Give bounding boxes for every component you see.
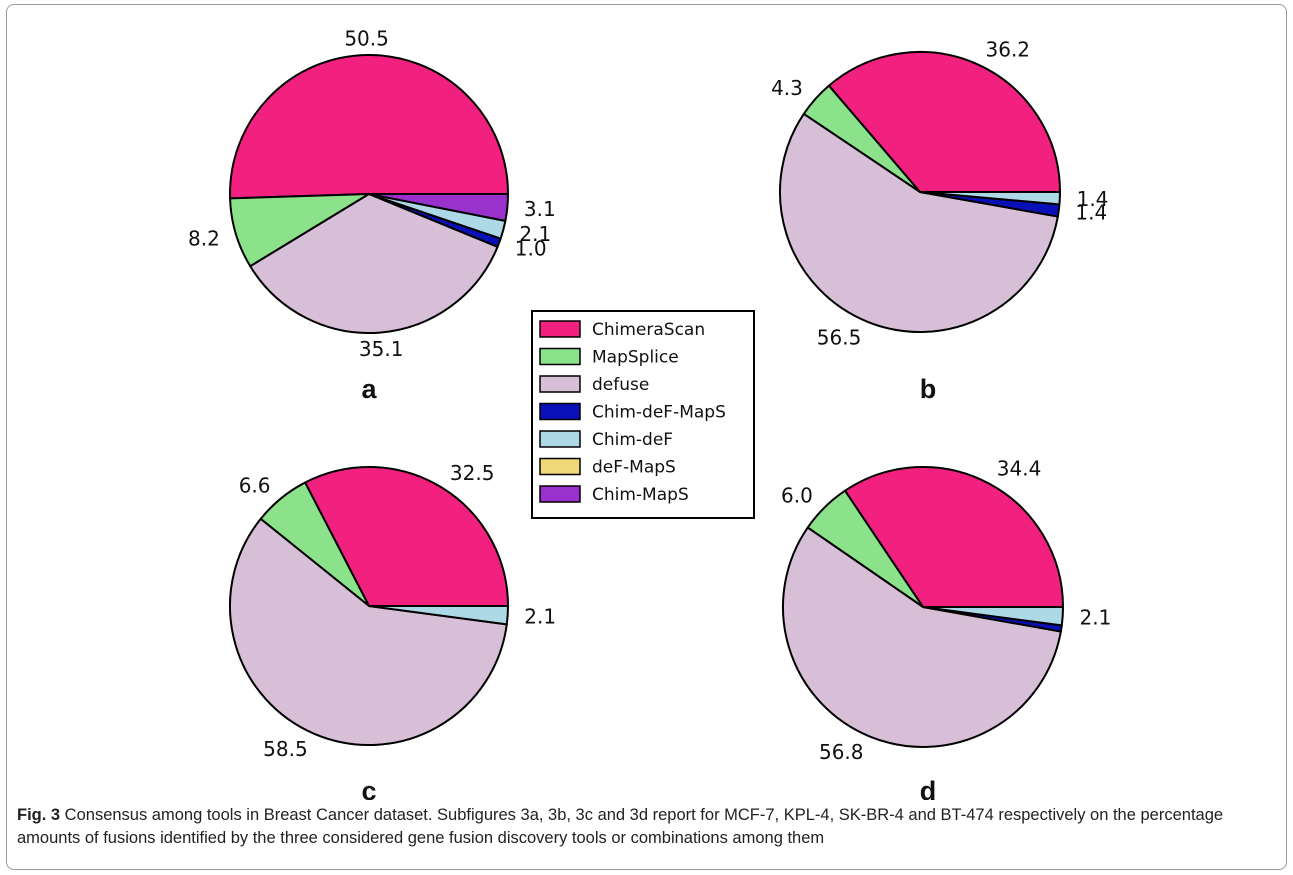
legend: ChimeraScan MapSplice defuse Chim-deF-MapS C…: [531, 310, 755, 519]
legend-swatch: [539, 347, 581, 366]
pie-chart-d: 34.4 6.0 56.8 2.1 d: [781, 457, 1111, 800]
legend-swatch: [539, 375, 581, 393]
pie-slice-chim-def: [922, 606, 1064, 627]
legend-label: Chim-MapS: [592, 485, 689, 505]
panel-label-c: c: [361, 776, 376, 800]
pie-slice-defuse: [779, 112, 1059, 334]
pie-slice-defuse: [229, 517, 508, 746]
caption-fig-label: Fig. 3: [17, 806, 61, 824]
pie-chart-a: 50.5 8.2 35.1 1.02.13.1 a: [188, 26, 556, 404]
pie-slice-chimerascan: [844, 466, 1064, 608]
legend-swatch: [539, 430, 581, 448]
slice-value-label: 2.1: [519, 222, 551, 246]
pie-slice-defuse: [782, 526, 1062, 749]
legend-swatch: [539, 402, 581, 421]
legend-swatch: [539, 320, 581, 338]
panel-label-b: b: [920, 374, 937, 404]
slice-value-label: 3.1: [524, 197, 556, 221]
pie-slice-chimerascan: [827, 51, 1061, 193]
slice-value-label: 36.2: [986, 38, 1031, 62]
slice-value-label: 58.5: [263, 737, 308, 761]
pie-slice-chim-maps: [368, 193, 509, 222]
figure-canvas: 50.58.235.11.02.13.1a36.24.356.51.41.4b3…: [188, 26, 1111, 800]
legend-label: deF-MapS: [592, 458, 676, 478]
slice-value-label: 2.1: [524, 604, 556, 628]
slice-value-label: 1.0: [515, 237, 547, 261]
slice-value-label: 4.3: [771, 76, 803, 100]
figure-caption: Fig. 3 Consensus among tools in Breast C…: [17, 804, 1279, 850]
legend-label: defuse: [592, 375, 649, 395]
legend-label: Chim-deF: [592, 430, 673, 450]
pie-chart-b: 36.2 4.3 56.5 1.41.4 b: [771, 38, 1108, 404]
slice-value-label: 56.5: [817, 325, 862, 349]
slice-value-label: 8.2: [188, 226, 220, 250]
slice-value-label: 56.8: [819, 740, 864, 764]
slice-value-label: 50.5: [344, 26, 389, 50]
slice-value-label: 34.4: [997, 457, 1042, 481]
slice-value-label: 2.1: [1080, 605, 1112, 629]
pie-slice-defuse: [249, 193, 499, 334]
slice-value-label: 32.5: [450, 461, 495, 485]
pie-slice-chim-def: [368, 605, 509, 626]
slice-value-label: 1.4: [1075, 201, 1107, 225]
legend-label: Chim-deF-MapS: [592, 403, 726, 423]
panel-label-d: d: [920, 776, 937, 800]
legend-label: MapSplice: [592, 348, 679, 368]
slice-value-label: 35.1: [359, 337, 404, 361]
legend-swatch: [539, 485, 581, 503]
pie-chart-c: 32.5 6.6 58.5 2.1 c: [229, 461, 556, 800]
pie-slice-chim-def: [919, 191, 1062, 206]
legend-swatch: [539, 457, 581, 476]
caption-text: Consensus among tools in Breast Cancer d…: [17, 806, 1224, 847]
slice-value-label: 6.6: [239, 474, 271, 498]
panel-label-a: a: [361, 374, 377, 404]
pie-slice-chimerascan: [304, 466, 509, 607]
pie-slice-chimerascan: [229, 53, 509, 200]
slice-value-label: 1.4: [1077, 187, 1109, 211]
slice-value-label: 6.0: [781, 483, 813, 507]
legend-label: ChimeraScan: [592, 320, 705, 340]
